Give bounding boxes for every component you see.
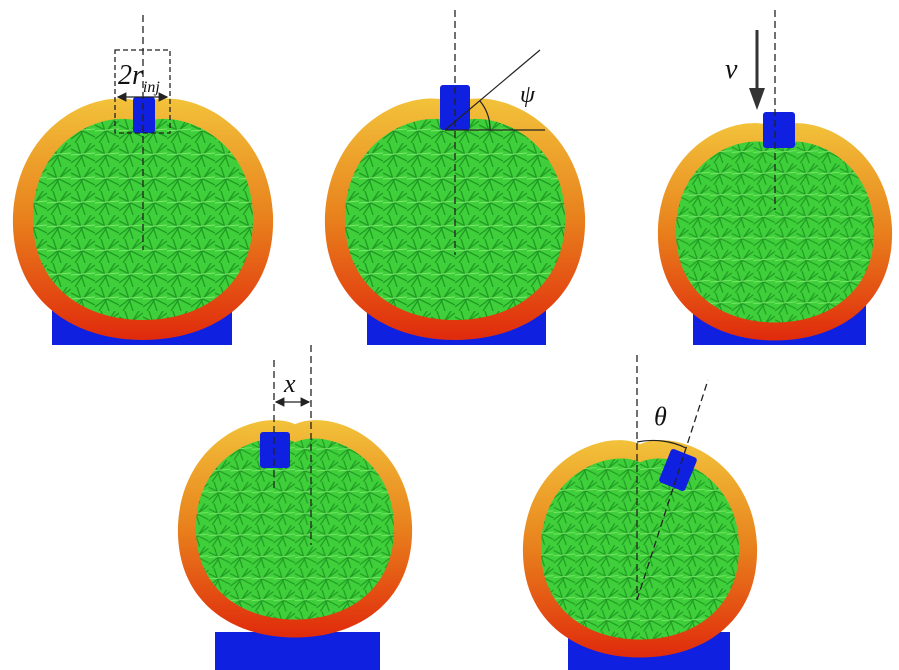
panel-angle-theta: θ — [523, 355, 757, 670]
label-diameter: 2rinj — [118, 60, 160, 96]
label-velocity: v — [725, 54, 738, 85]
cell — [178, 420, 412, 637]
injector — [260, 432, 290, 468]
label-offset: x — [283, 369, 296, 398]
label-theta: θ — [654, 402, 667, 431]
cell — [523, 440, 757, 657]
panel-velocity: v — [658, 10, 892, 345]
label-sub: inj — [143, 79, 160, 96]
panel-offset: x — [178, 345, 412, 670]
label-psi: ψ — [520, 82, 536, 108]
injector — [133, 97, 155, 133]
figure: 2rinj ψ v x θ — [0, 0, 899, 670]
panel-injector-diameter: 2rinj — [13, 15, 273, 345]
base — [215, 632, 380, 670]
injector — [763, 112, 795, 148]
label-main: 2r — [118, 60, 143, 91]
panel-angle-psi: ψ — [325, 10, 585, 345]
